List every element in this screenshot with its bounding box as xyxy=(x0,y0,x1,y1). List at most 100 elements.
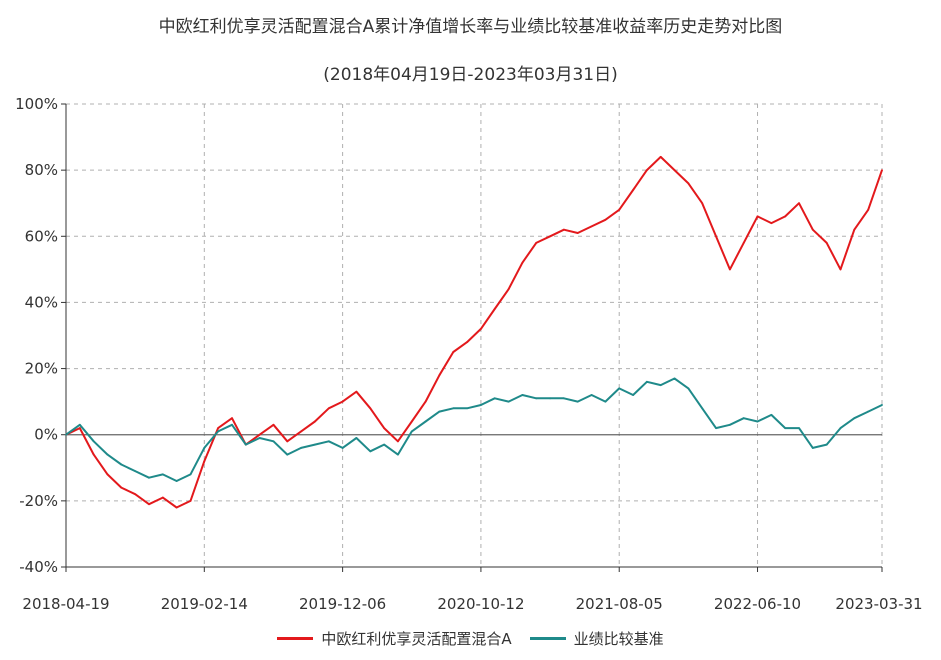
series-fund-point xyxy=(410,420,413,423)
series-benchmark-point xyxy=(466,407,468,410)
series-fund-point xyxy=(770,222,773,224)
series-fund-point xyxy=(659,156,662,158)
series-fund-point xyxy=(92,453,95,456)
series-fund-point xyxy=(272,423,275,426)
series-benchmark-point xyxy=(65,433,67,436)
series-fund-point xyxy=(203,460,206,463)
series-fund-point xyxy=(507,288,510,291)
series-fund-point xyxy=(867,208,870,211)
series-fund-point xyxy=(618,208,621,211)
series-fund-point xyxy=(327,407,330,410)
series-benchmark-point xyxy=(811,447,814,449)
series-benchmark-point xyxy=(424,420,427,423)
series-benchmark-point xyxy=(272,440,275,443)
series-fund-point xyxy=(784,215,787,218)
series-fund-point xyxy=(314,420,316,423)
series-benchmark-point xyxy=(881,404,883,406)
series-benchmark-point xyxy=(798,427,800,429)
chart-title: 中欧红利优享灵活配置混合A累计净值增长率与业绩比较基准收益率历史走势对比图 xyxy=(158,17,783,37)
series-benchmark-point xyxy=(618,387,621,390)
series-benchmark-point xyxy=(632,394,634,396)
series-benchmark-point xyxy=(383,443,386,446)
y-tick-label: 100% xyxy=(15,95,58,113)
series-benchmark-point xyxy=(438,410,441,413)
series-benchmark-point xyxy=(106,453,109,456)
series-benchmark-line xyxy=(65,377,883,482)
series-fund-point xyxy=(480,327,482,330)
series-fund-point xyxy=(604,218,607,221)
y-tick-label: 60% xyxy=(25,227,58,245)
series-fund-point xyxy=(161,496,164,499)
series-benchmark-point xyxy=(175,480,178,482)
y-tick-label: 20% xyxy=(25,360,58,378)
legend-label-fund: 中欧红利优享灵活配置混合A xyxy=(321,630,512,648)
series-fund-point xyxy=(562,228,565,231)
series-fund-point xyxy=(217,427,220,429)
series-fund-point xyxy=(645,169,648,172)
series-fund-point xyxy=(881,169,883,172)
series-benchmark-point xyxy=(659,384,662,387)
series-benchmark-point xyxy=(535,397,538,400)
series-fund-point xyxy=(825,242,828,244)
x-tick-label: 2018-04-19 xyxy=(22,595,109,613)
series-benchmark-point xyxy=(231,423,233,426)
series-fund-point xyxy=(632,189,634,191)
y-tick-label: 40% xyxy=(25,293,58,311)
series-benchmark-point xyxy=(189,473,192,476)
series-fund-point xyxy=(134,493,137,496)
series-benchmark-point xyxy=(590,394,593,396)
series-benchmark-point xyxy=(742,417,745,420)
series-fund-point xyxy=(300,430,303,433)
series-fund-point xyxy=(811,228,814,231)
series-fund-point xyxy=(78,427,81,429)
series-benchmark-point xyxy=(300,447,303,449)
series-benchmark-point xyxy=(825,443,828,446)
series-benchmark-point xyxy=(314,443,316,446)
series-fund-point xyxy=(521,261,524,264)
series-fund-point xyxy=(493,308,496,310)
series-benchmark-point xyxy=(715,427,717,429)
series-fund-point xyxy=(466,341,468,344)
series-benchmark-point xyxy=(244,443,247,446)
series-benchmark-point xyxy=(867,410,870,413)
series-fund-point xyxy=(397,440,399,443)
x-tick-label: 2023-03-31 xyxy=(835,595,922,613)
series-fund-point xyxy=(590,225,593,228)
legend-item-fund: 中欧红利优享灵活配置混合A xyxy=(277,628,512,649)
series-fund-line xyxy=(65,155,883,509)
series-fund-point xyxy=(120,486,123,489)
series-fund-point xyxy=(535,242,538,244)
series-benchmark-point xyxy=(341,447,344,449)
series-fund-point xyxy=(839,268,842,271)
series-fund-point xyxy=(673,169,676,172)
series-benchmark-point xyxy=(756,420,759,423)
series-benchmark-point xyxy=(148,476,150,479)
series-fund-point xyxy=(189,499,192,502)
series-fund-point xyxy=(355,390,358,393)
x-tick-label: 2021-08-05 xyxy=(576,595,663,613)
series-benchmark-point xyxy=(562,397,565,400)
legend-item-benchmark: 业绩比较基准 xyxy=(529,628,664,649)
series-benchmark-point xyxy=(507,400,510,403)
series-benchmark-point xyxy=(493,397,496,400)
x-tick-label: 2019-02-14 xyxy=(161,595,248,613)
series-benchmark-point xyxy=(687,387,690,390)
series-fund-point xyxy=(286,440,289,443)
series-fund-point xyxy=(231,417,233,420)
series-fund-point xyxy=(756,215,759,218)
series-benchmark-point xyxy=(92,440,95,443)
series-fund-point xyxy=(438,374,441,377)
series-fund-point xyxy=(715,235,717,238)
series-benchmark-point xyxy=(369,450,372,453)
series-fund-point xyxy=(742,242,745,244)
y-tick-label: 80% xyxy=(25,161,58,179)
y-tick-label: -20% xyxy=(19,492,58,510)
series-benchmark-point xyxy=(645,380,648,383)
series-benchmark-point xyxy=(258,437,261,439)
series-fund-point xyxy=(452,351,455,353)
series-benchmark-point xyxy=(604,400,607,403)
x-tick-label: 2022-06-10 xyxy=(714,595,801,613)
series-fund-point xyxy=(728,268,731,271)
series-benchmark-point xyxy=(701,407,704,410)
series-benchmark-point xyxy=(480,404,482,406)
